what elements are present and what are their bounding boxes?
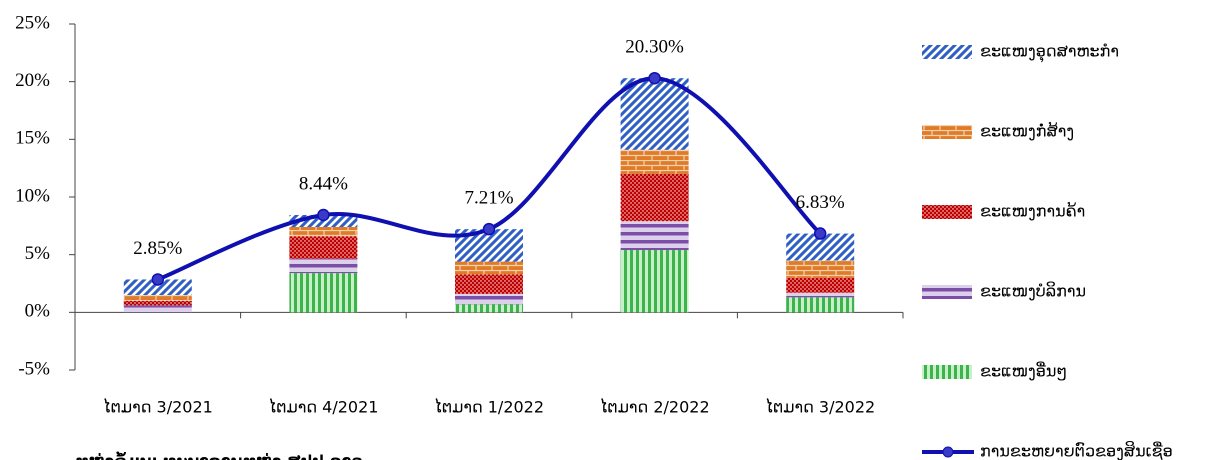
data-label: 8.44% [299, 173, 348, 194]
line-marker [813, 227, 827, 240]
legend-label: ຂະແໜງການຄ້າ [980, 202, 1085, 221]
bar-segment [455, 274, 523, 294]
legend-entry: ຂະແໜງອຸດສາຫະກຳ [922, 42, 1119, 63]
source: ແຫຼ່ງຂໍ້ມູນ: ທະນາຄານແຫ່ງ ສປປ ລາວ [75, 452, 363, 460]
bar-segment [620, 78, 689, 150]
y-tick-label: 25% [15, 12, 50, 33]
legend-label: ຂະແໜງກໍ່ສ້າງ [980, 121, 1074, 140]
bar-segment [289, 236, 358, 259]
line-marker [317, 208, 330, 222]
bar-segment [455, 293, 523, 305]
line-marker [648, 71, 661, 85]
bar-segment [786, 297, 855, 313]
y-tick-label: 5% [25, 243, 51, 264]
bar-segment [123, 305, 192, 313]
bar-segment [786, 292, 855, 298]
bar-segment [455, 261, 523, 275]
legend-label: ການຂະຫຍາຍຕົວຂອງສິນເຊື່ອ [980, 441, 1173, 460]
legend-swatch [922, 285, 972, 299]
bar-segment [455, 304, 523, 313]
data-label: 20.30% [625, 37, 684, 58]
legend-label: ຂະແໜງອື່ນໆ [980, 361, 1067, 380]
y-tick-label: 20% [15, 70, 50, 91]
bar-segment [289, 273, 358, 313]
legend-entry: ການຂະຫຍາຍຕົວຂອງສິນເຊື່ອ [922, 441, 1173, 460]
x-tick-label: ໄຕມາດ 3/2021 [103, 398, 213, 417]
legend-swatch [922, 45, 972, 59]
y-tick-label: 10% [15, 185, 50, 206]
bar-segment [620, 221, 689, 251]
bar-segment [786, 277, 855, 293]
legend-entry: ຂະແໜງກໍ່ສ້າງ [922, 121, 1074, 141]
legend-entry: ຂະແໜງການຄ້າ [922, 202, 1085, 221]
y-tick-label: -5% [18, 358, 50, 379]
legend-label: ຂະແໜງອຸດສາຫະກຳ [980, 42, 1119, 63]
line-marker [482, 222, 496, 236]
bar-segment [620, 149, 689, 174]
y-tick-label: 0% [25, 301, 51, 322]
bar-segment [620, 250, 689, 313]
data-label: 2.85% [133, 238, 182, 259]
x-tick-label: ໄຕມາດ 3/2022 [765, 398, 875, 417]
legend-entry: ຂະແໜງອື່ນໆ [922, 361, 1067, 381]
bar-segment [289, 226, 358, 237]
legend-swatch [922, 365, 972, 379]
bar-segment [786, 260, 855, 278]
x-tick-label: ໄຕມາດ 4/2021 [268, 398, 378, 417]
bar-segment [123, 279, 192, 296]
bar-segment [123, 300, 192, 306]
bar-segment [289, 258, 358, 274]
x-tick-label: ໄຕມາດ 2/2022 [600, 398, 710, 417]
x-tick-label: ໄຕມາດ 1/2022 [434, 398, 544, 417]
data-label: 6.83% [796, 192, 845, 213]
line-marker [151, 273, 165, 286]
legend-label: ຂະແໜງບໍລິການ [980, 281, 1086, 300]
legend-swatch [922, 125, 972, 139]
legend-entry: ຂະແໜງບໍລິການ [922, 281, 1086, 301]
data-label: 7.21% [464, 188, 513, 209]
bar-segment [620, 173, 689, 222]
y-tick-label: 15% [15, 128, 50, 149]
bar-segment [123, 295, 192, 301]
line [157, 76, 822, 282]
legend-marker [942, 446, 954, 458]
legend-swatch [922, 205, 972, 219]
